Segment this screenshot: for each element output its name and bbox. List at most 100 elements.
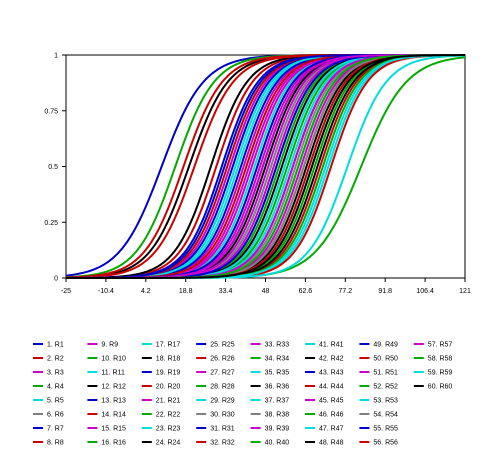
legend-item: 35. R35	[250, 370, 290, 377]
legend-item: 6. R6	[33, 412, 64, 419]
x-tick-label: -10.4	[98, 288, 114, 295]
legend-label: 55. R55	[373, 426, 398, 433]
legend-item: 49. R49	[359, 342, 398, 349]
legend-label: 51. R51	[373, 370, 398, 377]
legend-item: 20. R20	[141, 384, 180, 391]
legend-item: 57. R57	[413, 342, 453, 349]
x-tick-label: -25	[61, 288, 71, 295]
legend-item: 11. R11	[87, 370, 125, 377]
legend-item: 8. R8	[33, 440, 64, 447]
y-tick-label: 1	[54, 53, 58, 60]
legend-item: 48. R48	[305, 440, 344, 447]
legend-label: 48. R48	[319, 440, 344, 447]
legend-item: 43. R43	[305, 370, 344, 377]
legend-item: 15. R15	[87, 426, 126, 433]
legend-item: 42. R42	[305, 356, 344, 363]
legend-label: 16. R16	[101, 440, 126, 447]
legend-label: 24. R24	[156, 440, 181, 447]
legend-item: 45. R45	[305, 398, 344, 405]
legend-label: 37. R37	[265, 398, 290, 405]
legend-item: 53. R53	[359, 398, 398, 405]
legend-item: 54. R54	[359, 412, 398, 419]
legend-label: 38. R38	[265, 412, 290, 419]
legend-item: 31. R31	[196, 426, 235, 433]
legend-item: 9. R9	[87, 342, 118, 349]
legend-item: 10. R10	[87, 356, 126, 363]
legend-item: 29. R29	[196, 398, 235, 405]
legend-label: 3. R3	[47, 370, 64, 377]
legend-item: 60. R60	[413, 384, 452, 391]
legend-item: 44. R44	[305, 384, 344, 391]
y-tick-label: 0.75	[44, 108, 58, 115]
legend-item: 32. R32	[196, 440, 235, 447]
legend-label: 50. R50	[373, 356, 398, 363]
legend-label: 58. R58	[428, 356, 453, 363]
x-tick-label: 4.2	[141, 288, 151, 295]
x-tick-label: 62.6	[299, 288, 313, 295]
legend-item: 5. R5	[33, 398, 64, 405]
legend-item: 55. R55	[359, 426, 398, 433]
legend-label: 57. R57	[428, 342, 453, 349]
y-axis: 0 0.25 0.5 0.75 1	[44, 53, 66, 283]
legend-item: 13. R13	[87, 398, 126, 405]
legend-label: 49. R49	[373, 342, 398, 349]
legend-item: 41. R41	[305, 342, 344, 349]
legend-item: 14. R14	[87, 412, 126, 419]
legend-item: 12. R12	[87, 384, 126, 391]
legend-label: 5. R5	[47, 398, 64, 405]
legend-label: 34. R34	[265, 356, 290, 363]
legend-item: 36. R36	[250, 384, 289, 391]
legend-label: 17. R17	[156, 342, 181, 349]
legend-label: 44. R44	[319, 384, 344, 391]
legend-item: 51. R51	[359, 370, 398, 377]
legend-label: 2. R2	[47, 356, 64, 363]
legend-label: 46. R46	[319, 412, 344, 419]
legend-label: 45. R45	[319, 398, 344, 405]
legend-label: 30. R30	[210, 412, 235, 419]
legend-label: 32. R32	[210, 440, 235, 447]
legend-item: 37. R37	[250, 398, 290, 405]
legend-label: 7. R7	[47, 426, 64, 433]
x-tick-label: 18.8	[179, 288, 193, 295]
legend-item: 7. R7	[33, 426, 64, 433]
legend-item: 16. R16	[87, 440, 126, 447]
legend-label: 52. R52	[373, 384, 398, 391]
legend-item: 27. R27	[196, 370, 235, 377]
legend-item: 39. R39	[250, 426, 289, 433]
series-curves	[65, 54, 466, 279]
legend-label: 41. R41	[319, 342, 344, 349]
legend-item: 26. R26	[196, 356, 235, 363]
legend-item: 28. R28	[196, 384, 235, 391]
legend-item: 50. R50	[359, 356, 398, 363]
y-tick-label: 0.5	[48, 164, 58, 171]
legend-label: 54. R54	[373, 412, 398, 419]
legend-item: 22. R22	[141, 412, 181, 419]
legend-label: 59. R59	[428, 370, 453, 377]
legend-label: 42. R42	[319, 356, 344, 363]
legend-item: 58. R58	[413, 356, 453, 363]
legend-label: 18. R18	[156, 356, 181, 363]
legend-label: 27. R27	[210, 370, 235, 377]
legend: 1. R1 2. R2 3. R3 4. R4 5. R5 6. R6 7. R7 8. R8…	[33, 342, 452, 447]
legend-item: 59. R59	[413, 370, 453, 377]
legend-item: 46. R46	[305, 412, 344, 419]
legend-label: 25. R25	[210, 342, 235, 349]
legend-item: 34. R34	[250, 356, 290, 363]
x-tick-label: 48	[262, 288, 270, 295]
legend-item: 23. R23	[141, 426, 180, 433]
legend-label: 47. R47	[319, 426, 344, 433]
series-line-60	[66, 54, 466, 279]
legend-item: 2. R2	[33, 356, 64, 363]
legend-item: 19. R19	[141, 370, 180, 377]
legend-item: 4. R4	[33, 384, 64, 391]
legend-label: 53. R53	[373, 398, 398, 405]
legend-item: 3. R3	[33, 370, 64, 377]
legend-item: 56. R56	[359, 440, 398, 447]
x-tick-label: 106.4	[416, 288, 434, 295]
legend-label: 22. R22	[156, 412, 181, 419]
legend-item: 30. R30	[196, 412, 235, 419]
legend-label: 35. R35	[265, 370, 290, 377]
legend-item: 33. R33	[250, 342, 289, 349]
legend-label: 9. R9	[101, 342, 118, 349]
